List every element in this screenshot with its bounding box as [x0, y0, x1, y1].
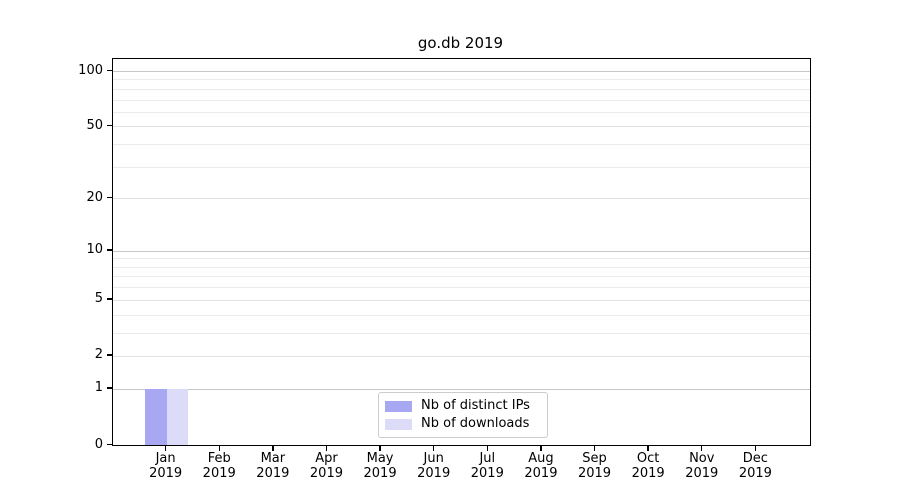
legend-item-downloads: Nb of downloads	[385, 417, 541, 431]
x-tick-feb	[218, 445, 220, 451]
y-tick-10	[107, 249, 112, 251]
x-tick-may	[379, 445, 381, 451]
y-tick-label-5: 5	[94, 291, 103, 307]
gridline-y-9	[113, 258, 810, 260]
y-tick-1	[107, 387, 112, 389]
x-tick-label-jan: Jan 2019	[149, 451, 183, 481]
y-tick-label-50: 50	[86, 117, 103, 133]
legend-swatch-downloads	[385, 418, 412, 430]
x-tick-label-feb: Feb 2019	[202, 451, 236, 481]
x-tick-label-oct: Oct 2019	[631, 451, 665, 481]
x-tick-jul	[486, 445, 488, 451]
gridline-y-100	[113, 71, 810, 72]
plot-area	[112, 58, 811, 446]
gridline-y-20	[113, 198, 810, 200]
gridline-y-90	[113, 79, 810, 81]
bar-jan-series-0	[145, 388, 167, 445]
bar-jan-series-1	[166, 388, 189, 445]
y-tick-label-1: 1	[94, 380, 103, 396]
chart-title: go.db 2019	[417, 34, 504, 52]
y-tick-label-100: 100	[78, 62, 103, 78]
legend-label-downloads: Nb of downloads	[421, 416, 530, 431]
x-tick-label-jul: Jul 2019	[470, 451, 504, 481]
y-tick-label-20: 20	[86, 189, 103, 205]
x-tick-label-aug: Aug 2019	[524, 451, 558, 481]
y-tick-5	[107, 298, 112, 300]
gridline-y-1	[113, 388, 810, 390]
gridline-y-10	[113, 250, 810, 252]
x-tick-label-jun: Jun 2019	[417, 451, 451, 481]
legend-label-distinct-ips: Nb of distinct IPs	[421, 398, 530, 413]
gridline-y-70	[113, 99, 810, 101]
gridline-y-40	[113, 144, 810, 146]
gridline-y-2	[113, 355, 810, 357]
x-tick-nov	[701, 445, 703, 451]
x-tick-dec	[754, 445, 757, 451]
gridline-y-4	[113, 314, 810, 316]
y-tick-100	[107, 69, 112, 71]
gridline-y-8	[113, 266, 810, 268]
gridline-y-50	[113, 126, 810, 128]
x-tick-mar	[272, 445, 274, 451]
y-tick-label-10: 10	[86, 242, 103, 258]
x-tick-oct	[647, 445, 649, 451]
legend-swatch-distinct-ips	[385, 400, 412, 412]
y-tick-0	[107, 443, 112, 445]
x-tick-sep	[593, 445, 596, 451]
x-tick-label-apr: Apr 2019	[309, 451, 343, 481]
y-tick-label-2: 2	[94, 347, 103, 363]
x-tick-aug	[540, 445, 542, 451]
y-tick-label-0: 0	[94, 436, 103, 452]
gridline-y-30	[113, 166, 810, 168]
x-tick-label-nov: Nov 2019	[685, 451, 719, 481]
x-tick-label-dec: Dec 2019	[738, 451, 772, 481]
gridline-y-7	[113, 276, 810, 278]
x-tick-jun	[432, 445, 435, 451]
x-tick-label-may: May 2019	[363, 451, 397, 481]
x-tick-label-sep: Sep 2019	[577, 451, 612, 481]
x-tick-apr	[325, 445, 328, 451]
gridline-y-60	[113, 111, 810, 113]
y-tick-50	[107, 124, 112, 127]
x-tick-jan	[164, 445, 167, 451]
gridline-y-80	[113, 88, 810, 90]
y-tick-2	[107, 354, 112, 356]
gridline-y-3	[113, 332, 810, 334]
gridline-y-6	[113, 287, 810, 289]
y-tick-20	[107, 196, 112, 199]
legend-item-distinct-ips: Nb of distinct IPs	[385, 399, 541, 413]
gridline-y-5	[113, 299, 810, 301]
legend: Nb of distinct IPs Nb of downloads	[378, 392, 548, 438]
x-tick-label-mar: Mar 2019	[256, 451, 290, 481]
